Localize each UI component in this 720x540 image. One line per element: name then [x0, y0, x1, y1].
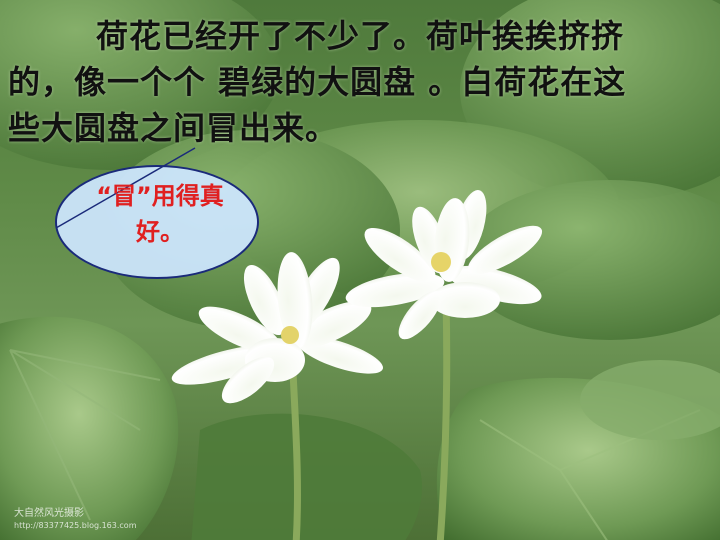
comment-line-1: “冒”用得真 [96, 182, 224, 210]
lotus-leaf [580, 360, 720, 440]
passage-line-2: 的，像一个个 碧绿的大圆盘 。白荷花在这 [8, 63, 627, 101]
watermark-title: 大自然风光摄影 [14, 508, 84, 519]
white-lotus-flower [345, 190, 543, 340]
lotus-leaf [9, 349, 161, 521]
lotus-leaf [0, 0, 280, 170]
passage-line-3: 些大圆盘之间冒出来。 [8, 109, 339, 147]
photo-watermark: 大自然风光摄影 http://83377425.blog.163.com [14, 508, 136, 532]
lotus-stem [436, 299, 451, 540]
comment-text: “冒”用得真 好。 [75, 178, 245, 250]
lotus-leaf [191, 413, 422, 540]
watermark-url: http://83377425.blog.163.com [14, 521, 137, 530]
passage-line-1: 荷花已经开了不少了。荷叶挨挨挤挤 [96, 17, 625, 55]
white-lotus-flower [171, 252, 383, 404]
comment-line-2: 好。 [136, 218, 184, 246]
comment-bubble [55, 165, 259, 279]
lotus-leaf [0, 316, 179, 540]
